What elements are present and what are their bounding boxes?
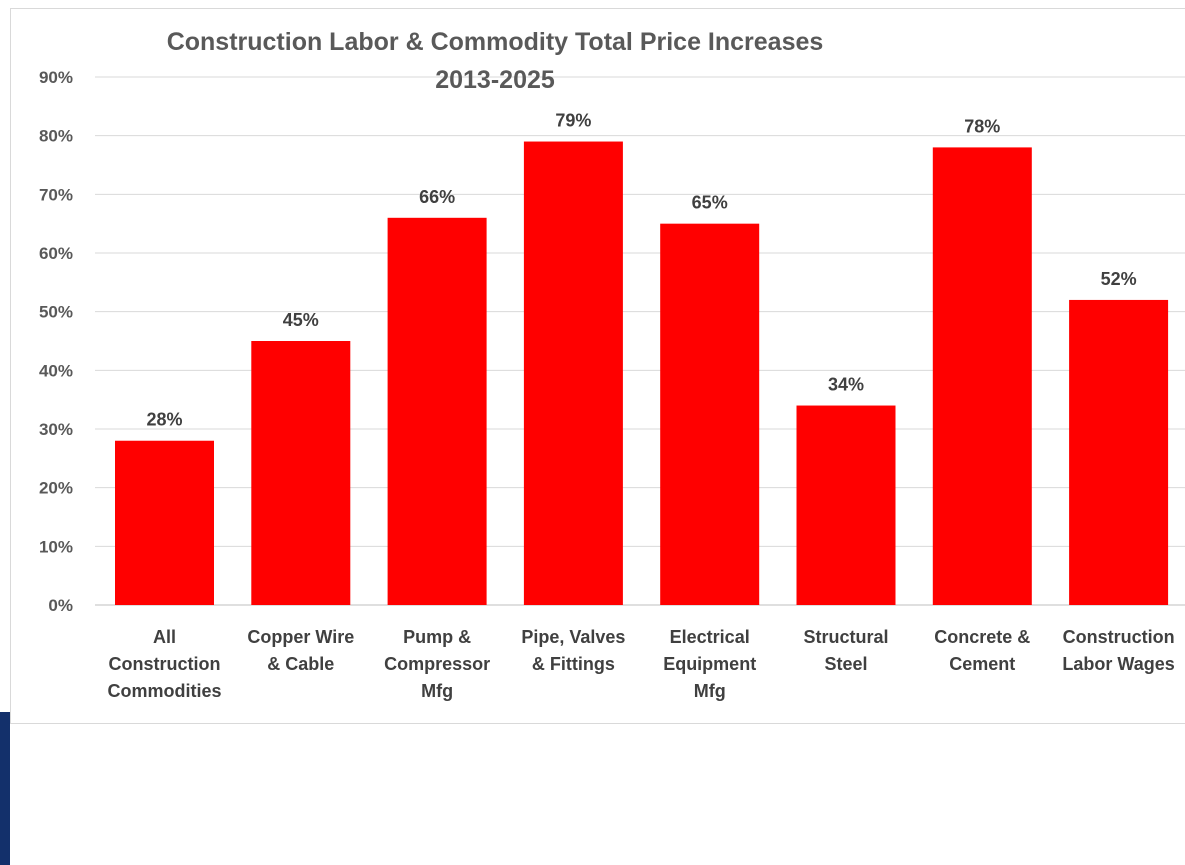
category-label: Cement [949, 654, 1015, 674]
left-accent-bar [0, 712, 10, 865]
y-tick-label: 40% [39, 361, 73, 380]
data-label: 66% [419, 187, 455, 207]
bar [523, 141, 623, 606]
y-axis-ticks: 0% 10% 20% 30% 40% 50% 60% 70% 80% 90% [39, 68, 73, 615]
y-tick-label: 10% [39, 537, 73, 556]
category-label: Mfg [694, 681, 726, 701]
category-label: Labor Wages [1062, 654, 1174, 674]
bar [115, 440, 214, 605]
data-label: 52% [1101, 269, 1137, 289]
category-label: Structural [803, 627, 888, 647]
bar [932, 147, 1032, 605]
y-tick-label: 0% [48, 596, 73, 615]
bars [115, 141, 1169, 606]
y-tick-label: 90% [39, 68, 73, 87]
data-label: 79% [555, 111, 591, 131]
category-label: All [153, 627, 176, 647]
bar [796, 405, 896, 605]
bar [251, 341, 351, 605]
category-label: Electrical [670, 627, 750, 647]
bar [660, 223, 760, 605]
bar [387, 217, 487, 606]
category-label: Pipe, Valves [521, 627, 625, 647]
category-label: Pump & [403, 627, 471, 647]
bar [1069, 299, 1169, 605]
data-label: 78% [964, 116, 1000, 136]
data-label: 28% [146, 410, 182, 430]
data-labels: 28% 45% 66% 79% 65% 34% 78% 52% [146, 111, 1136, 430]
y-tick-label: 60% [39, 244, 73, 263]
x-axis-categories: All Construction Commodities Copper Wire & C… [107, 627, 1174, 701]
chart-title-line-1: Construction Labor & Commodity Total Pri… [167, 28, 824, 56]
category-label: Mfg [421, 681, 453, 701]
data-label: 45% [283, 310, 319, 330]
category-label: Copper Wire [247, 627, 354, 647]
category-label: & Fittings [532, 654, 615, 674]
chart-title-line-2: 2013-2025 [435, 66, 555, 94]
category-label: Commodities [107, 681, 221, 701]
y-tick-label: 70% [39, 185, 73, 204]
category-label: Concrete & [934, 627, 1030, 647]
category-label: Construction [1063, 627, 1175, 647]
y-tick-label: 30% [39, 420, 73, 439]
category-label: Compressor [384, 654, 490, 674]
category-label: & Cable [267, 654, 334, 674]
category-label: Equipment [663, 654, 756, 674]
category-label: Steel [824, 654, 867, 674]
category-label: Construction [109, 654, 221, 674]
data-label: 34% [828, 375, 864, 395]
y-tick-label: 50% [39, 303, 73, 322]
y-tick-label: 20% [39, 479, 73, 498]
data-label: 65% [692, 193, 728, 213]
y-tick-label: 80% [39, 127, 73, 146]
